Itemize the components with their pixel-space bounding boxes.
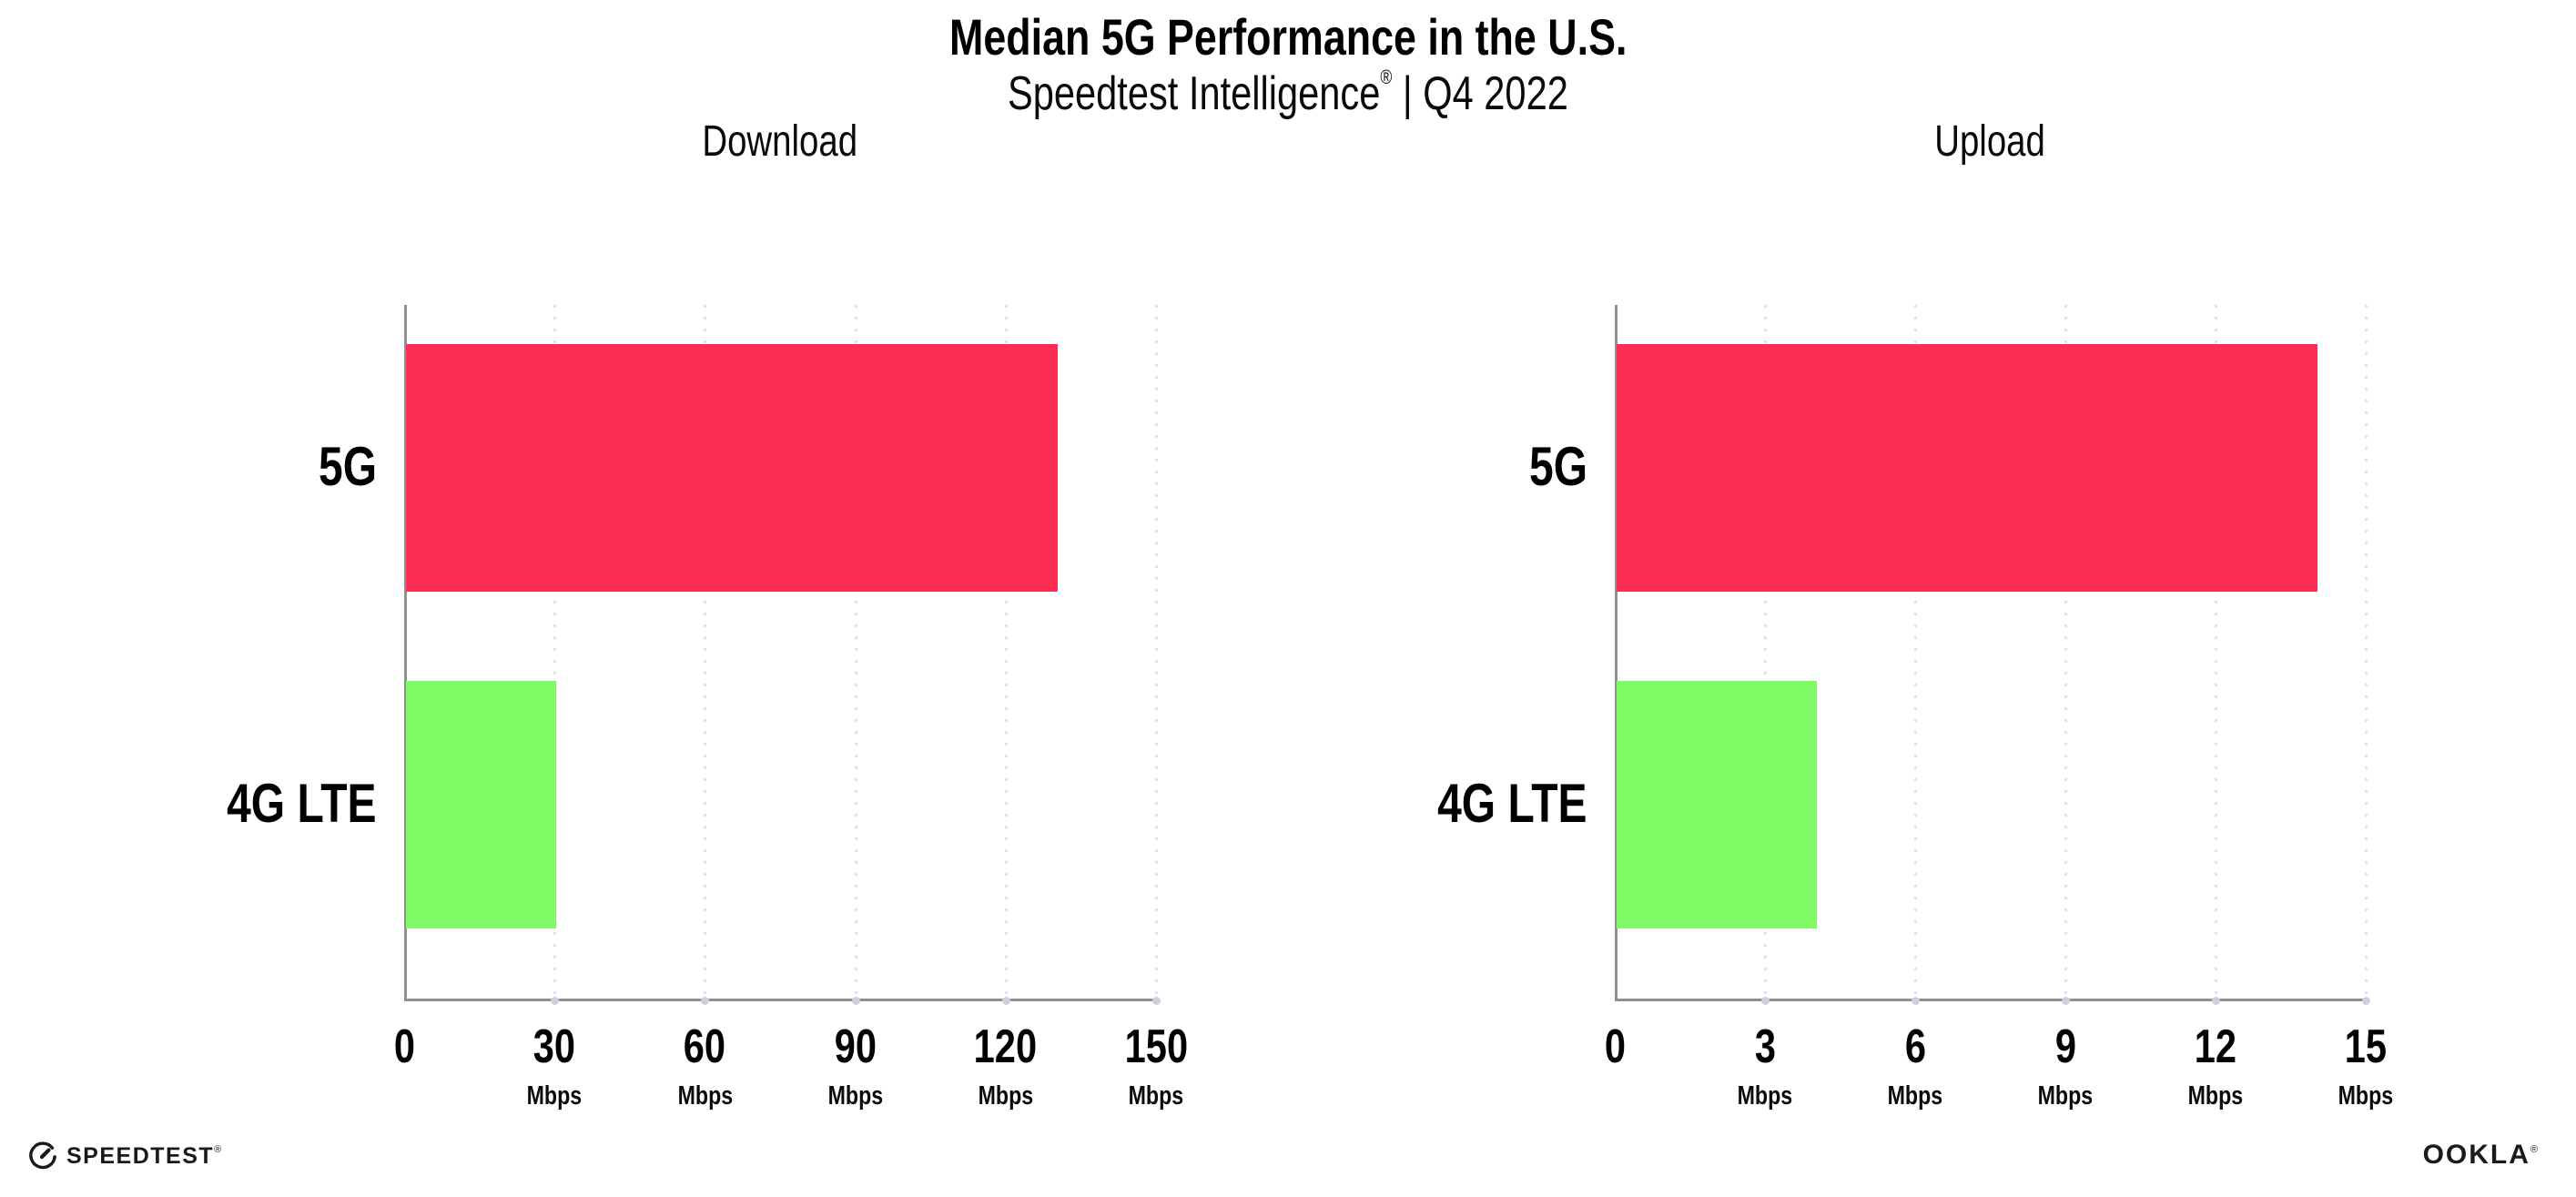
page-title: Median 5G Performance in the U.S. [948, 8, 1628, 66]
chart-title-text: Download [702, 117, 858, 166]
tick-unit: Mbps [978, 1081, 1034, 1111]
gridline-download-150 [1155, 305, 1158, 1001]
axis-tick-dot [1912, 997, 1920, 1005]
tick-value: 90 [834, 1020, 877, 1073]
tick-value: 12 [2194, 1020, 2237, 1073]
bar-upload-5g [1617, 344, 2317, 592]
axis-tick-dot [701, 997, 710, 1005]
gridline-upload-12 [2215, 305, 2217, 1001]
gridline-download-60 [704, 305, 707, 1001]
tick-value: 30 [533, 1020, 576, 1073]
ookla-logo: OOKLA® [2423, 1140, 2540, 1171]
tick-value: 9 [2054, 1020, 2076, 1073]
tick-unit: Mbps [526, 1081, 583, 1111]
axis-tick-dot [1001, 997, 1010, 1005]
tick-label-upload-3: 3 Mbps [1683, 1023, 1847, 1110]
gridline-download-120 [1004, 305, 1008, 1001]
tick-label-download-150: 150 Mbps [1074, 1023, 1238, 1110]
axis-tick-dot [851, 997, 860, 1005]
tick-value: 15 [2344, 1020, 2388, 1073]
tick-label-upload-6: 6 Mbps [1833, 1023, 1997, 1110]
subtitle-brand: Speedtest Intelligence [1008, 67, 1381, 120]
gridline-upload-6 [1914, 305, 1917, 1001]
chart-title-download: Download [222, 117, 1338, 167]
tick-label-download-90: 90 Mbps [774, 1023, 938, 1110]
tick-unit: Mbps [1128, 1081, 1184, 1111]
tick-label-upload-9: 9 Mbps [1983, 1023, 2147, 1110]
tick-value: 0 [1604, 1020, 1626, 1073]
tick-label-download-120: 120 Mbps [924, 1023, 1088, 1110]
tick-value: 60 [684, 1020, 726, 1073]
tick-unit: Mbps [2338, 1081, 2394, 1111]
registered-mark: ® [1380, 66, 1393, 88]
tick-unit: Mbps [1737, 1081, 1793, 1111]
category-label-upload-5g: 5G [1528, 436, 1587, 497]
tick-label-download-60: 60 Mbps [623, 1023, 786, 1110]
gridline-upload-9 [2064, 305, 2067, 1001]
axis-tick-dot [2062, 997, 2070, 1005]
subtitle-period: | Q4 2022 [1392, 67, 1568, 120]
speedtest-registered-mark: ® [214, 1143, 222, 1155]
plot-area-download [404, 305, 1156, 1001]
bar-upload-4g-lte [1617, 681, 1817, 928]
category-label-upload-4g-lte: 4G LTE [1437, 773, 1587, 834]
axis-tick-dot [1152, 997, 1161, 1005]
axis-tick-dot [1761, 997, 1770, 1005]
tick-label-download-30: 30 Mbps [472, 1023, 636, 1110]
chart-title-upload: Upload [1433, 117, 2548, 167]
tick-unit: Mbps [677, 1081, 733, 1111]
category-label-download-5g: 5G [318, 436, 377, 497]
tick-label-download-0: 0 [322, 1023, 486, 1070]
tick-label-upload-15: 15 Mbps [2284, 1023, 2448, 1110]
tick-value: 120 [974, 1020, 1038, 1073]
gridline-download-90 [854, 305, 857, 1001]
gridline-upload-3 [1764, 305, 1767, 1001]
tick-value: 150 [1124, 1020, 1188, 1073]
speedtest-logo: SPEEDTEST® [27, 1136, 221, 1176]
bar-download-4g-lte [406, 681, 557, 928]
speedtest-gauge-icon [29, 1141, 56, 1170]
axis-tick-dot [2362, 997, 2370, 1005]
page-subtitle: Speedtest Intelligence® | Q4 2022 [0, 66, 2576, 121]
chart-title-text: Upload [1934, 117, 2046, 166]
gridline-download-30 [553, 305, 557, 1001]
tick-unit: Mbps [2187, 1081, 2244, 1111]
plot-area-upload [1615, 305, 2366, 1001]
tick-value: 3 [1754, 1020, 1776, 1073]
tick-unit: Mbps [2037, 1081, 2094, 1111]
ookla-registered-mark: ® [2530, 1144, 2540, 1155]
tick-unit: Mbps [1887, 1081, 1943, 1111]
bar-download-5g [406, 344, 1058, 592]
tick-value: 6 [1904, 1020, 1926, 1073]
tick-label-upload-0: 0 [1533, 1023, 1697, 1070]
axis-tick-dot [551, 997, 560, 1005]
axis-tick-dot [2212, 997, 2220, 1005]
gridline-upload-15 [2365, 305, 2368, 1001]
category-label-download-4g-lte: 4G LTE [227, 773, 377, 834]
ookla-wordmark: OOKLA [2422, 1140, 2530, 1170]
tick-unit: Mbps [827, 1081, 883, 1111]
speedtest-wordmark: SPEEDTEST [66, 1142, 215, 1169]
tick-label-upload-12: 12 Mbps [2134, 1023, 2297, 1110]
tick-value: 0 [393, 1020, 415, 1073]
